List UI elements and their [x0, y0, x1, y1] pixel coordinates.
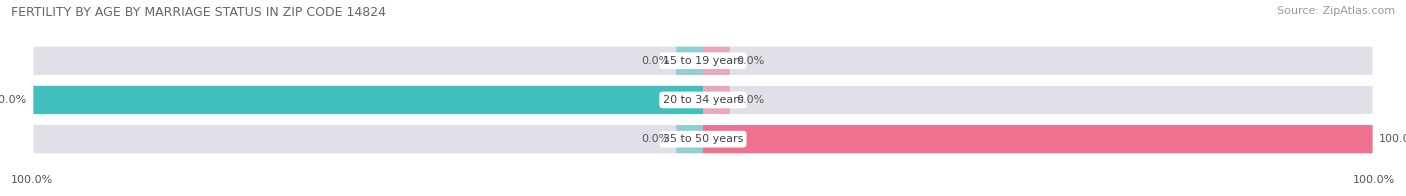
FancyBboxPatch shape [703, 125, 1372, 153]
FancyBboxPatch shape [703, 47, 730, 75]
FancyBboxPatch shape [34, 47, 1372, 75]
Text: 0.0%: 0.0% [737, 95, 765, 105]
FancyBboxPatch shape [676, 125, 703, 153]
Text: 0.0%: 0.0% [737, 56, 765, 66]
FancyBboxPatch shape [703, 86, 730, 114]
Text: 100.0%: 100.0% [1379, 134, 1406, 144]
Text: 100.0%: 100.0% [0, 95, 27, 105]
Text: 35 to 50 years: 35 to 50 years [662, 134, 744, 144]
FancyBboxPatch shape [676, 47, 703, 75]
FancyBboxPatch shape [34, 125, 1372, 153]
FancyBboxPatch shape [34, 86, 703, 114]
FancyBboxPatch shape [34, 86, 1372, 114]
Text: 100.0%: 100.0% [11, 175, 53, 185]
Text: 0.0%: 0.0% [641, 134, 669, 144]
Text: FERTILITY BY AGE BY MARRIAGE STATUS IN ZIP CODE 14824: FERTILITY BY AGE BY MARRIAGE STATUS IN Z… [11, 6, 387, 19]
Text: 15 to 19 years: 15 to 19 years [662, 56, 744, 66]
Text: 20 to 34 years: 20 to 34 years [662, 95, 744, 105]
Text: 100.0%: 100.0% [1353, 175, 1395, 185]
Text: Source: ZipAtlas.com: Source: ZipAtlas.com [1277, 6, 1395, 16]
Text: 0.0%: 0.0% [641, 56, 669, 66]
